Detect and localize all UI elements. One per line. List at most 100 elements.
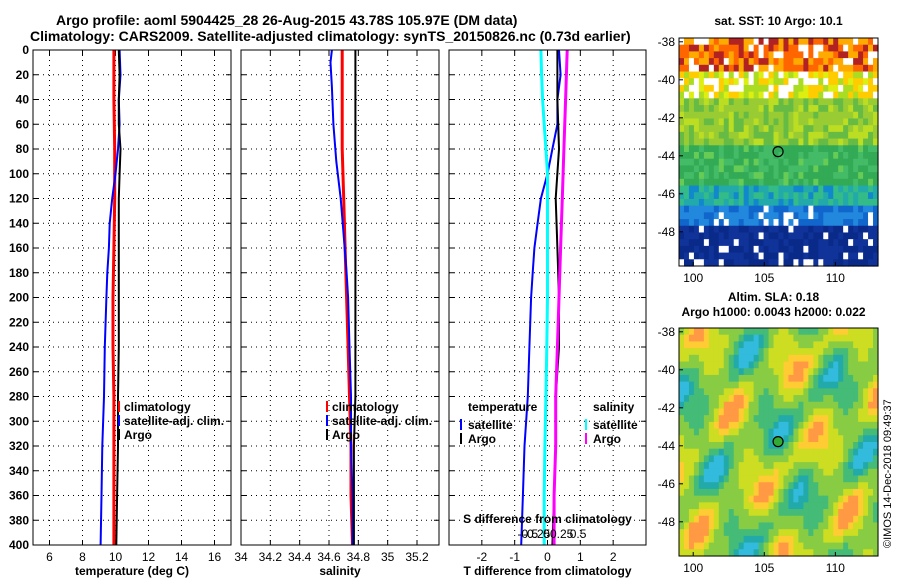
map-cell [693,401,700,410]
map-cell [813,178,819,187]
map-cell [863,125,869,133]
map-cell [788,219,795,227]
map-cell [828,125,834,133]
map-cell [868,442,874,450]
map-cell [838,328,844,336]
map-cell [813,502,819,510]
map-cell [863,252,869,260]
map-cell [868,58,874,66]
map-cell [763,158,770,167]
map-cell [703,98,710,106]
map-cell [813,535,819,544]
map-cell [808,522,814,530]
map-cell [688,542,695,550]
map-cell [778,388,785,396]
map-cell [763,64,770,73]
map-cell [823,125,829,133]
map-cell [723,388,730,396]
map-cell [679,428,685,436]
x-tick-label: 35 [381,550,395,564]
map-cell [873,421,879,430]
map-cell [848,462,854,470]
map-cell [763,361,770,369]
map-cell [873,502,879,510]
map-cell [698,212,705,220]
map-cell [713,435,720,443]
map-cell [753,212,760,220]
map-cell [748,542,755,550]
map-cell [868,205,874,213]
map-cell [863,259,869,267]
map-cell [728,341,735,349]
map-cell [743,341,750,349]
map-cell [768,51,775,59]
map-cell [853,118,859,126]
map-cell [778,111,785,120]
map-cell [833,239,839,247]
map-cell [743,448,750,457]
map-cell [758,348,765,356]
map-cell [723,145,730,153]
map-cell [768,368,775,376]
map-cell [843,509,849,517]
map-cell [753,468,760,477]
map-cell [688,328,695,336]
map-cell [778,509,785,517]
map-cell [808,354,814,363]
map-cell [713,125,720,133]
map-cell [763,535,770,544]
map-cell [873,482,879,490]
map-cell [798,84,804,93]
map-cell [698,51,705,59]
map-cell [743,421,750,430]
map-cell [838,91,844,99]
map-cell [743,475,750,483]
map-cell [838,421,844,430]
map-cell [748,152,755,160]
map-cell [683,401,690,410]
map-cell [683,172,690,180]
map-cell [853,44,859,53]
map-cell [753,91,760,99]
map-cell [733,421,740,430]
map-cell [803,395,809,403]
map-cell [813,71,819,79]
map-cell [873,495,879,503]
map-cell [808,219,814,227]
map-cell [753,158,760,167]
map-cell [703,51,710,59]
map-cell [863,515,869,524]
map-cell [773,395,780,403]
map-cell [803,131,809,140]
map-cell [873,442,879,450]
map-cell [773,529,780,537]
map-cell [738,131,745,140]
map-cell [698,158,705,167]
map-cell [703,515,710,524]
map-cell [753,334,760,343]
map-cell [688,408,695,416]
map-cell [733,205,740,213]
map-cell [778,421,785,430]
map-cell [823,158,829,167]
map-cell [773,488,780,497]
map-cell [803,455,809,463]
map-cell [753,44,760,53]
map-cell [733,219,740,227]
map-cell [698,84,705,93]
map-cell [833,435,839,443]
map-cell [838,205,844,213]
map-cell [713,448,720,457]
map-cell [833,415,839,423]
map-cell [803,468,809,477]
map-cell [833,205,839,213]
map-cell [798,198,804,207]
map-cell [838,232,844,240]
map-cell [843,225,849,234]
map-cell [728,408,735,416]
map-cell [798,535,804,544]
map-cell [863,348,869,356]
map-cell [683,111,690,120]
map-cell [798,368,804,376]
map-cell [718,212,725,220]
